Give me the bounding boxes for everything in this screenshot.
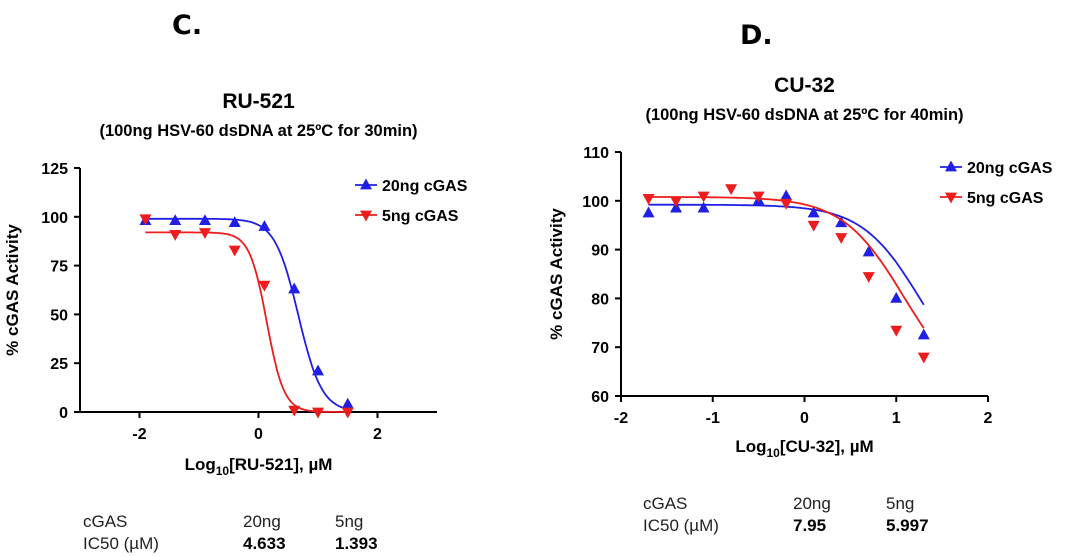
chart-c: RU-521 (100ng HSV-60 dsDNA at 25ºC for 30… bbox=[3, 90, 468, 478]
data-point-20ng bbox=[288, 282, 301, 294]
data-point-5ng bbox=[780, 198, 793, 210]
chart-subtitle: (100ng HSV-60 dsDNA at 25ºC for 40min) bbox=[645, 106, 963, 124]
data-point-20ng bbox=[169, 214, 182, 226]
ic50-value-20ng: 7.95 bbox=[793, 516, 827, 535]
legend-label: 20ng cGAS bbox=[382, 178, 468, 195]
chart-title: CU-32 bbox=[774, 74, 835, 97]
table-row-label: IC50 (µM) bbox=[83, 534, 159, 553]
x-tick-label: -2 bbox=[132, 426, 146, 443]
table-row-label: IC50 (µM) bbox=[643, 516, 719, 535]
data-point-5ng bbox=[890, 325, 903, 337]
ic50-value-5ng: 5.997 bbox=[886, 516, 929, 535]
y-tick-label: 100 bbox=[582, 194, 609, 211]
legend-marker bbox=[360, 210, 372, 222]
legend-label: 5ng cGAS bbox=[382, 208, 459, 225]
data-point-5ng bbox=[835, 233, 848, 244]
data-point-5ng bbox=[258, 280, 271, 292]
data-point-20ng bbox=[258, 220, 271, 231]
data-point-20ng bbox=[807, 206, 820, 218]
data-point-20ng bbox=[198, 214, 211, 226]
data-point-20ng bbox=[697, 201, 710, 213]
table-header-20ng: 20ng bbox=[243, 512, 281, 531]
table-header-label: cGAS bbox=[643, 494, 688, 513]
data-point-5ng bbox=[697, 191, 710, 203]
x-tick-label: -2 bbox=[614, 410, 628, 427]
data-point-20ng bbox=[312, 364, 324, 376]
x-axis-label: Log10[CU-32], µM bbox=[735, 437, 873, 460]
data-point-5ng bbox=[169, 230, 182, 241]
table-header-20ng: 20ng bbox=[793, 494, 831, 513]
y-tick-label: 60 bbox=[591, 389, 609, 406]
x-tick-label: 2 bbox=[984, 410, 993, 427]
table-header-label: cGAS bbox=[83, 512, 128, 531]
data-point-20ng bbox=[890, 291, 903, 303]
data-point-20ng bbox=[642, 206, 655, 218]
y-tick-label: 0 bbox=[59, 405, 68, 422]
data-point-5ng bbox=[288, 405, 301, 417]
fit-curve-5ng bbox=[145, 231, 348, 413]
x-tick-label: -1 bbox=[706, 410, 720, 427]
y-tick-label: 80 bbox=[591, 291, 609, 308]
data-point-5ng bbox=[642, 194, 655, 205]
y-tick-label: 50 bbox=[50, 307, 68, 324]
ic50-table-d: cGAS 20ng 5ng IC50 (µM) 7.95 5.997 bbox=[643, 494, 963, 538]
data-point-5ng bbox=[807, 220, 820, 232]
ic50-value-20ng: 4.633 bbox=[243, 534, 286, 553]
legend-marker bbox=[360, 178, 372, 190]
ic50-table-c: cGAS 20ng 5ng IC50 (µM) 4.633 1.393 bbox=[83, 512, 403, 556]
table-header-5ng: 5ng bbox=[886, 494, 915, 513]
data-point-5ng bbox=[139, 214, 152, 226]
data-point-20ng bbox=[862, 245, 875, 257]
data-point-5ng bbox=[670, 196, 683, 208]
data-point-5ng bbox=[862, 272, 875, 283]
data-point-5ng bbox=[198, 228, 211, 239]
data-point-5ng bbox=[341, 407, 354, 419]
data-point-20ng bbox=[835, 216, 848, 228]
y-tick-label: 90 bbox=[591, 243, 609, 260]
data-point-5ng bbox=[228, 245, 241, 257]
legend-marker bbox=[945, 192, 957, 204]
data-point-5ng bbox=[312, 407, 324, 419]
legend-label: 5ng cGAS bbox=[967, 190, 1044, 207]
data-point-5ng bbox=[752, 191, 765, 203]
y-tick-label: 75 bbox=[50, 259, 68, 276]
legend-label: 20ng cGAS bbox=[967, 160, 1053, 177]
fit-curve-5ng bbox=[648, 196, 925, 329]
x-tick-label: 0 bbox=[254, 426, 263, 443]
panel-d-letter: D. bbox=[740, 20, 773, 51]
data-point-20ng bbox=[228, 216, 241, 227]
x-axis-label: Log10[RU-521], µM bbox=[185, 455, 333, 478]
x-tick-label: 2 bbox=[373, 426, 382, 443]
table-header-5ng: 5ng bbox=[335, 512, 364, 531]
data-point-20ng bbox=[780, 189, 793, 201]
y-tick-label: 70 bbox=[591, 340, 609, 357]
y-axis-label: % cGAS Activity bbox=[547, 208, 566, 340]
chart-subtitle: (100ng HSV-60 dsDNA at 25ºC for 30min) bbox=[99, 122, 417, 140]
y-tick-label: 125 bbox=[41, 161, 68, 178]
y-axis-label: % cGAS Activity bbox=[3, 224, 22, 356]
chart-d: CU-32 (100ng HSV-60 dsDNA at 25ºC for 40m… bbox=[547, 74, 1053, 460]
y-tick-label: 25 bbox=[50, 356, 68, 373]
legend-marker bbox=[945, 160, 957, 172]
y-tick-label: 100 bbox=[41, 210, 68, 227]
panel-c-letter: C. bbox=[172, 10, 203, 41]
data-point-20ng bbox=[341, 397, 354, 409]
data-point-5ng bbox=[725, 184, 738, 196]
x-tick-label: 1 bbox=[892, 410, 901, 427]
ic50-value-5ng: 1.393 bbox=[335, 534, 378, 553]
x-tick-label: 0 bbox=[800, 410, 809, 427]
fit-curve-20ng bbox=[648, 203, 925, 306]
fit-curve-20ng bbox=[145, 217, 349, 411]
data-point-20ng bbox=[917, 328, 930, 340]
y-tick-label: 110 bbox=[583, 145, 609, 162]
data-point-5ng bbox=[917, 352, 930, 364]
chart-title: RU-521 bbox=[222, 90, 295, 113]
